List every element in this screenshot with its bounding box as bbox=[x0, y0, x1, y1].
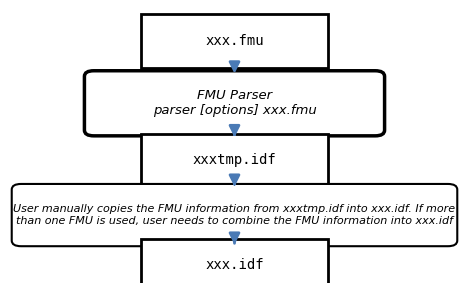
FancyBboxPatch shape bbox=[12, 184, 457, 246]
Text: User manually copies the FMU information from xxxtmp.idf into xxx.idf. If more
t: User manually copies the FMU information… bbox=[14, 204, 455, 226]
FancyBboxPatch shape bbox=[141, 14, 328, 68]
Text: xxx.fmu: xxx.fmu bbox=[205, 34, 264, 48]
Text: xxx.idf: xxx.idf bbox=[205, 258, 264, 272]
Text: xxxtmp.idf: xxxtmp.idf bbox=[193, 153, 276, 167]
FancyBboxPatch shape bbox=[141, 239, 328, 283]
FancyBboxPatch shape bbox=[141, 134, 328, 185]
Text: FMU Parser
parser [options] xxx.fmu: FMU Parser parser [options] xxx.fmu bbox=[152, 89, 317, 117]
FancyBboxPatch shape bbox=[84, 71, 385, 136]
